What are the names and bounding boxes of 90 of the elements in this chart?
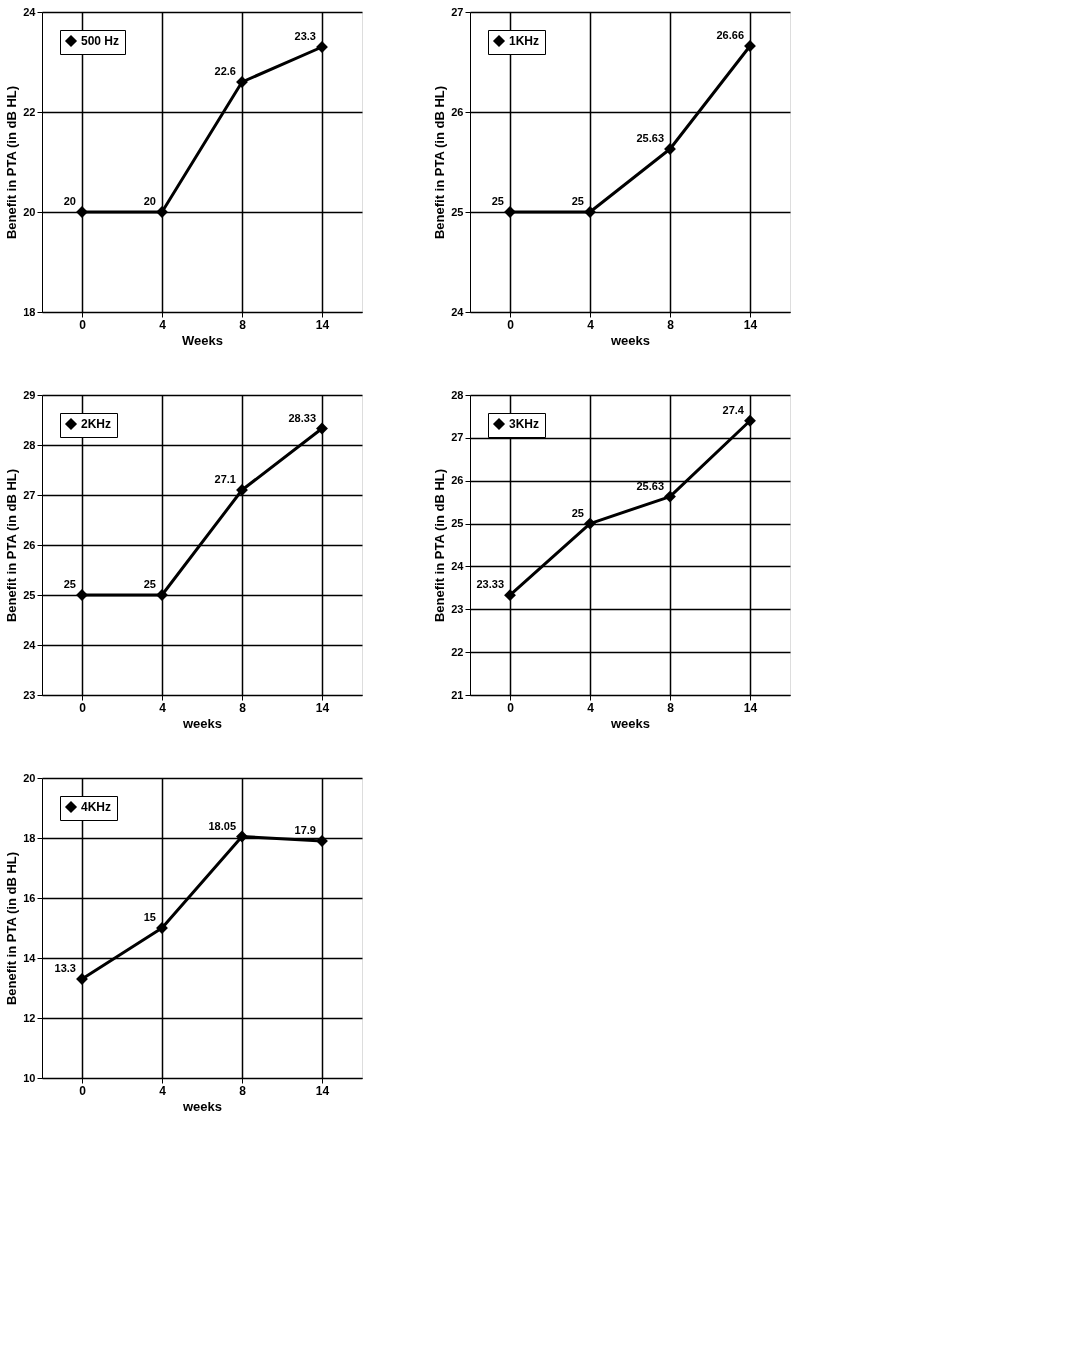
y-tick-label: 14 [23, 951, 37, 964]
point [744, 414, 756, 427]
point [584, 517, 596, 530]
legend-label: 2KHz [81, 417, 112, 431]
x-axis-title: Weeks [182, 332, 223, 348]
x-tick-label: 14 [315, 1083, 330, 1098]
y-tick-label: 23 [451, 602, 464, 615]
y-tick-label: 28 [23, 438, 36, 451]
data-label: 23.33 [476, 578, 504, 591]
x-tick-label: 0 [507, 317, 515, 332]
x-tick-label: 14 [315, 317, 330, 332]
y-tick-label: 27 [23, 488, 36, 501]
data-label: 27.1 [214, 473, 236, 485]
x-tick-label: 0 [79, 1083, 87, 1098]
y-tick-label: 24 [23, 638, 37, 651]
legend-label: 3KHz [509, 417, 540, 431]
point [316, 422, 328, 435]
y-tick-label: 16 [23, 891, 36, 904]
x-axis-title: weeks [609, 332, 651, 348]
x-tick-label: 4 [159, 1083, 167, 1098]
y-axis-title: Benefit in PTA (in dB HL) [4, 85, 20, 240]
data-label: 23.3 [294, 30, 316, 42]
data-label: 25 [571, 195, 584, 207]
data-label: 25 [491, 195, 504, 207]
y-tick-label: 24 [23, 5, 37, 18]
x-axis-title: weeks [609, 715, 651, 731]
data-label: 27.4 [722, 403, 745, 416]
x-tick-label: 14 [743, 700, 758, 715]
y-axis-title: Benefit in PTA (in dB HL) [432, 85, 448, 240]
y-tick-label: 18 [23, 305, 36, 318]
y-tick-label: 26 [451, 474, 464, 487]
x-axis-title: weeks [181, 1098, 223, 1114]
x-tick-label: 8 [667, 700, 675, 715]
data-label: 22.6 [214, 65, 236, 77]
point [664, 490, 676, 503]
y-tick-label: 18 [23, 831, 36, 844]
y-axis-title: Benefit in PTA (in dB HL) [4, 851, 20, 1006]
y-tick-label: 23 [23, 688, 36, 701]
y-tick-label: 22 [451, 645, 464, 658]
data-label: 28.33 [288, 411, 316, 424]
y-tick-label: 29 [23, 388, 36, 401]
legend-label: 500 Hz [81, 34, 120, 48]
y-tick-label: 25 [451, 517, 464, 530]
data-label: 18.05 [208, 819, 236, 832]
x-tick-label: 8 [667, 317, 675, 332]
x-tick-label: 4 [587, 700, 595, 715]
y-tick-label: 27 [451, 431, 464, 444]
x-tick-label: 8 [239, 317, 247, 332]
data-label: 25 [63, 578, 76, 590]
point [504, 589, 516, 602]
y-tick-label: 21 [451, 688, 464, 701]
y-tick-label: 26 [451, 105, 464, 118]
y-tick-label: 25 [23, 588, 36, 601]
y-axis-title: Benefit in PTA (in dB HL) [432, 468, 448, 623]
legend-label: 1KHz [509, 34, 540, 48]
x-tick-label: 0 [79, 317, 87, 332]
y-tick-label: 27 [451, 5, 464, 18]
data-label: 25 [571, 506, 584, 519]
x-tick-label: 4 [159, 317, 167, 332]
point [236, 830, 248, 843]
y-tick-label: 12 [23, 1011, 36, 1024]
x-tick-label: 8 [239, 1083, 247, 1098]
data-label: 15 [143, 911, 156, 923]
data-label: 26.66 [716, 29, 744, 41]
data-label: 25 [143, 578, 156, 590]
data-label: 25.63 [636, 479, 664, 492]
data-label: 17.9 [294, 824, 316, 836]
y-tick-label: 20 [23, 205, 36, 218]
x-tick-label: 4 [159, 700, 167, 715]
y-tick-label: 24 [451, 305, 465, 318]
data-label: 25.63 [636, 132, 664, 144]
x-tick-label: 8 [239, 700, 247, 715]
y-tick-label: 25 [451, 205, 464, 218]
legend-label: 4KHz [81, 800, 112, 814]
x-tick-label: 0 [79, 700, 87, 715]
x-tick-label: 14 [315, 700, 330, 715]
x-tick-label: 14 [743, 317, 758, 332]
x-tick-label: 4 [587, 317, 595, 332]
x-axis-title: weeks [181, 715, 223, 731]
y-tick-label: 10 [23, 1071, 36, 1084]
data-label: 13.3 [54, 962, 76, 974]
y-tick-label: 22 [23, 105, 36, 118]
data-label: 20 [143, 195, 156, 207]
y-tick-label: 20 [23, 771, 36, 784]
y-tick-label: 26 [23, 538, 36, 551]
y-tick-label: 24 [451, 559, 465, 572]
y-axis-title: Benefit in PTA (in dB HL) [4, 468, 20, 623]
x-tick-label: 0 [507, 700, 515, 715]
data-label: 20 [63, 195, 76, 207]
y-tick-label: 28 [451, 388, 464, 401]
